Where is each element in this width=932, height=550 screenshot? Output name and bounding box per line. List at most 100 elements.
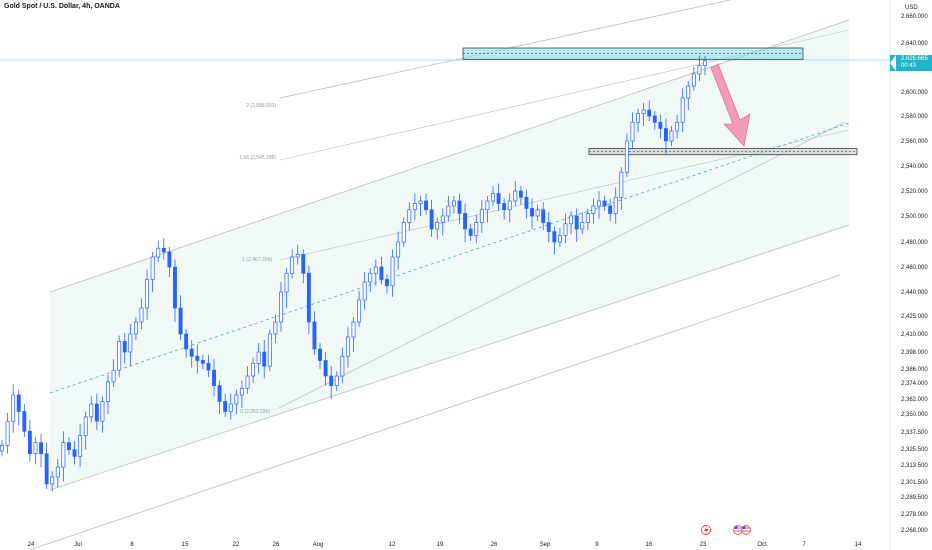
time-tick-label: 22 xyxy=(233,542,240,548)
candle xyxy=(385,279,389,287)
time-tick-label: 8 xyxy=(130,542,134,548)
candle xyxy=(22,411,27,432)
candle xyxy=(256,351,261,364)
time-tick-label: 7 xyxy=(802,542,806,548)
candle xyxy=(334,375,339,387)
candle xyxy=(55,466,60,478)
zone-layer xyxy=(462,47,858,156)
candle xyxy=(585,213,590,223)
candle xyxy=(262,351,267,367)
candle xyxy=(429,209,434,230)
price-tick-label: 2,374.000 xyxy=(901,381,928,387)
candle xyxy=(412,203,417,211)
fib-labels: 2 (2,588.003) 1.66 (2,546.295) 1 (2,467.20… xyxy=(239,103,276,415)
price-tick-label: 2,410.000 xyxy=(901,332,928,338)
candle xyxy=(61,442,66,468)
candle xyxy=(390,256,395,287)
candle xyxy=(295,254,300,258)
candle xyxy=(156,247,161,258)
candle xyxy=(345,336,350,357)
time-tick-label: Aug xyxy=(313,542,324,548)
candle xyxy=(546,222,551,232)
time-tick-label: 12 xyxy=(389,542,396,548)
candle xyxy=(424,200,428,211)
price-tick-label: 2,325.500 xyxy=(901,447,928,453)
candle xyxy=(189,348,194,357)
candle xyxy=(535,209,540,217)
candle xyxy=(368,272,373,283)
candle xyxy=(563,223,568,236)
fib-level-label: 1 (2,467.204) xyxy=(242,257,272,263)
projection-arrow xyxy=(710,63,751,147)
fib-level-label: 2 (2,588.003) xyxy=(246,103,276,109)
candle xyxy=(401,222,406,243)
candle xyxy=(362,281,367,301)
price-tick-label: 2,350.000 xyxy=(901,412,928,418)
candle xyxy=(496,193,501,204)
time-tick-label: Oct xyxy=(757,542,767,548)
candle xyxy=(329,375,334,387)
candle xyxy=(167,251,172,268)
price-tick-label: 2,460.000 xyxy=(901,265,928,271)
candle xyxy=(78,435,83,457)
candle xyxy=(703,60,707,66)
candle xyxy=(379,266,384,280)
candle xyxy=(574,215,579,230)
candle xyxy=(239,387,244,396)
candle xyxy=(173,266,177,309)
price-tick-label: 2,337.500 xyxy=(901,430,928,436)
candle xyxy=(44,453,49,485)
candle xyxy=(669,130,674,142)
price-tick-label: 2,500.000 xyxy=(901,214,928,220)
candle xyxy=(373,266,378,274)
channel-fill xyxy=(50,20,849,490)
time-tick-label: 15 xyxy=(182,542,189,548)
candle xyxy=(608,205,613,214)
candle xyxy=(491,193,495,202)
candle xyxy=(50,476,55,485)
time-tick-label: Jul xyxy=(74,542,82,548)
candle xyxy=(106,381,110,402)
candle xyxy=(195,355,200,361)
candle xyxy=(133,321,138,335)
price-tick-label: 2,560.000 xyxy=(901,139,928,145)
candle xyxy=(0,445,4,452)
time-tick-label: Sep xyxy=(540,542,551,548)
time-tick-label: 24 xyxy=(28,542,35,548)
candle xyxy=(613,196,618,214)
bar-countdown: 00:43 xyxy=(901,63,917,69)
candle xyxy=(686,85,691,99)
candle xyxy=(502,203,507,211)
time-tick-label: 9 xyxy=(595,542,599,548)
price-tick-label: 2,425.000 xyxy=(901,314,928,320)
time-tick-label: 23 xyxy=(700,542,707,548)
candle xyxy=(306,272,311,323)
candle xyxy=(145,279,150,309)
price-tick-label: 2,278.000 xyxy=(901,512,928,518)
lower-channel-line xyxy=(49,224,850,491)
candle xyxy=(513,190,518,202)
last-price-tag: 2,625.665 00:43 xyxy=(890,55,932,71)
price-tick-label: 2,313.500 xyxy=(901,463,928,469)
candle xyxy=(251,362,256,377)
price-tick-label: 2,600.000 xyxy=(901,90,928,96)
fib-level-label: 0 (2,352.026) xyxy=(240,409,270,415)
candle xyxy=(518,190,523,198)
candle xyxy=(67,442,71,451)
candle xyxy=(418,200,423,204)
candle xyxy=(647,109,652,117)
price-tag-pointer xyxy=(890,55,896,71)
price-tick-label: 2,398.000 xyxy=(901,350,928,356)
candle xyxy=(624,140,629,173)
candle xyxy=(184,333,189,350)
candle xyxy=(234,394,239,405)
candle xyxy=(675,121,680,132)
candle xyxy=(245,375,250,389)
candle xyxy=(597,200,601,207)
candle xyxy=(697,65,702,75)
flag-canton xyxy=(734,526,738,529)
candle xyxy=(340,355,345,377)
candle xyxy=(200,360,205,364)
candle xyxy=(658,121,663,129)
